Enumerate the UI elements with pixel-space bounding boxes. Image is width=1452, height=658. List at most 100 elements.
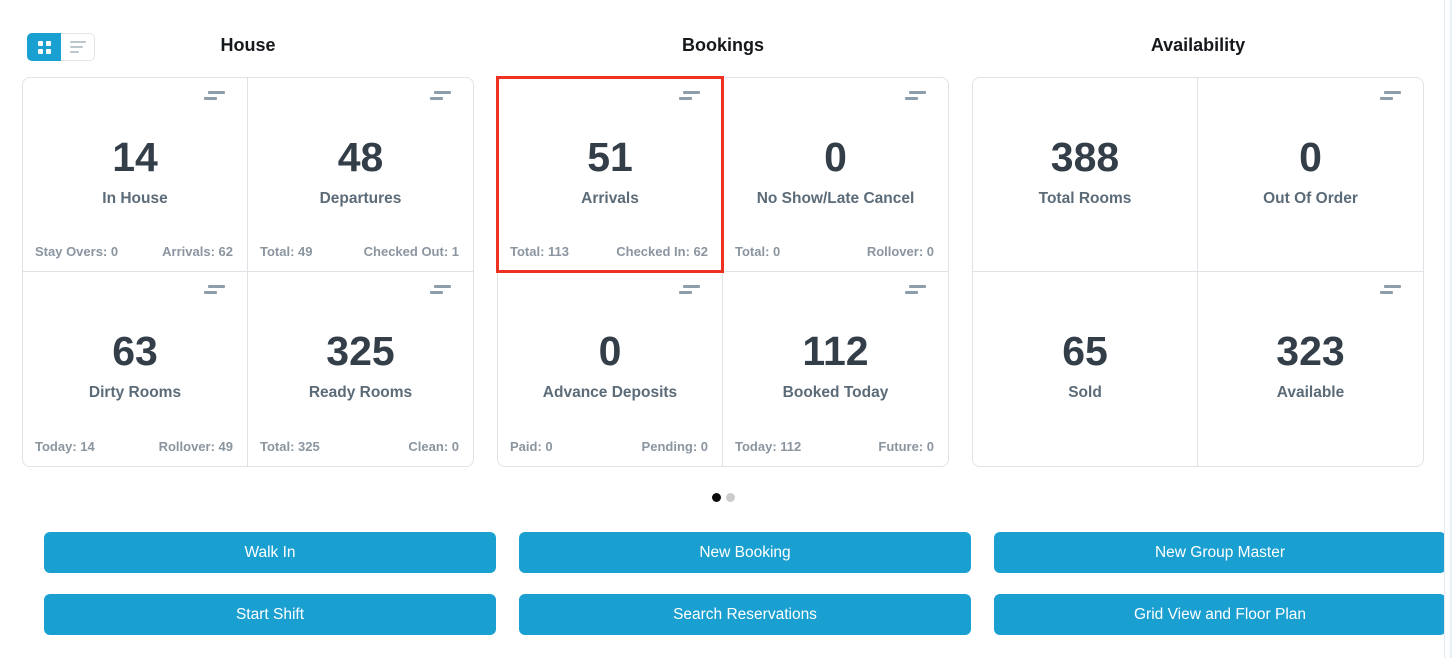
section-bookings: Bookings 51 Arrivals Total: 113 Checked In: … bbox=[496, 35, 949, 467]
card-label: Booked Today bbox=[782, 384, 889, 401]
stat-card-total-rooms[interactable]: 388 Total Rooms bbox=[973, 78, 1198, 272]
card-footer-left: Total: 325 bbox=[260, 439, 320, 454]
card-menu-icon[interactable] bbox=[679, 285, 700, 294]
grid-view-and-floor-plan-button[interactable]: Grid View and Floor Plan bbox=[994, 594, 1446, 635]
card-menu-icon[interactable] bbox=[204, 285, 225, 294]
dashboard-main: House 14 In House Stay Overs: 0 Arrivals: 62… bbox=[22, 35, 1446, 635]
card-menu-icon[interactable] bbox=[204, 91, 225, 100]
card-footer-right: Rollover: 0 bbox=[866, 244, 934, 259]
card-value: 0 bbox=[824, 134, 847, 180]
card-footer-right: Checked In: 62 bbox=[616, 244, 708, 259]
card-value: 51 bbox=[587, 134, 633, 180]
start-shift-button[interactable]: Start Shift bbox=[44, 594, 496, 635]
card-footer-right: Clean: 0 bbox=[408, 439, 459, 454]
card-footer-right: Future: 0 bbox=[878, 439, 934, 454]
action-column: New Group Master Grid View and Floor Plan bbox=[994, 532, 1446, 635]
card-footer-right: Checked Out: 1 bbox=[363, 244, 459, 259]
card-footer: Today: 14 Rollover: 49 bbox=[35, 439, 233, 454]
card-grid: 388 Total Rooms 0 Out Of Order 65 Sold 323 Avai… bbox=[972, 77, 1424, 467]
card-menu-icon[interactable] bbox=[905, 285, 926, 294]
card-footer: Today: 112 Future: 0 bbox=[735, 439, 934, 454]
stat-card-advance-deposits[interactable]: 0 Advance Deposits Paid: 0 Pending: 0 bbox=[498, 272, 723, 466]
card-grid: 14 In House Stay Overs: 0 Arrivals: 62 48 Dep… bbox=[22, 77, 474, 467]
scrollbar-track[interactable] bbox=[1444, 0, 1452, 658]
card-value: 65 bbox=[1062, 328, 1108, 374]
card-value: 0 bbox=[1299, 134, 1322, 180]
card-label: Available bbox=[1276, 384, 1345, 401]
section-title: Availability bbox=[1150, 35, 1246, 55]
action-column: Walk In Start Shift bbox=[44, 532, 496, 635]
stat-card-out-of-order[interactable]: 0 Out Of Order bbox=[1198, 78, 1423, 272]
card-value: 112 bbox=[802, 328, 869, 374]
card-menu-icon[interactable] bbox=[679, 91, 700, 100]
pagination-dot[interactable] bbox=[711, 493, 721, 502]
card-value: 0 bbox=[598, 328, 622, 374]
card-value: 323 bbox=[1276, 328, 1345, 374]
card-menu-icon[interactable] bbox=[430, 285, 451, 294]
card-value: 14 bbox=[112, 134, 158, 180]
stat-card-arrivals[interactable]: 51 Arrivals Total: 113 Checked In: 62 bbox=[496, 76, 724, 273]
card-footer-left: Total: 0 bbox=[735, 244, 781, 259]
card-label: Advance Deposits bbox=[542, 384, 678, 401]
action-buttons: Walk In Start Shift New Booking Search Rese… bbox=[22, 532, 1446, 635]
card-footer-left: Stay Overs: 0 bbox=[35, 244, 119, 259]
card-footer: Total: 113 Checked In: 62 bbox=[510, 244, 708, 259]
card-menu-icon[interactable] bbox=[1380, 91, 1401, 100]
stat-card-no-show-late-cancel[interactable]: 0 No Show/Late Cancel Total: 0 Rollover: 0 bbox=[723, 78, 948, 272]
search-reservations-button[interactable]: Search Reservations bbox=[519, 594, 971, 635]
card-footer: Paid: 0 Pending: 0 bbox=[510, 439, 708, 454]
card-footer-left: Total: 113 bbox=[510, 244, 570, 259]
card-footer-left: Today: 112 bbox=[735, 439, 802, 454]
card-menu-icon[interactable] bbox=[1380, 285, 1401, 294]
section-title: Bookings bbox=[681, 35, 764, 55]
action-column: New Booking Search Reservations bbox=[519, 532, 971, 635]
card-menu-icon[interactable] bbox=[430, 91, 451, 100]
stat-card-dirty-rooms[interactable]: 63 Dirty Rooms Today: 14 Rollover: 49 bbox=[23, 272, 248, 466]
list-icon bbox=[69, 41, 86, 53]
card-label: Out Of Order bbox=[1263, 190, 1358, 207]
card-footer: Total: 325 Clean: 0 bbox=[260, 439, 459, 454]
stat-card-sold[interactable]: 65 Sold bbox=[973, 272, 1198, 466]
new-booking-button[interactable]: New Booking bbox=[519, 532, 971, 573]
card-grid: 51 Arrivals Total: 113 Checked In: 62 0 No Sh… bbox=[496, 76, 949, 467]
card-label: No Show/Late Cancel bbox=[756, 190, 915, 207]
card-label: Ready Rooms bbox=[308, 384, 413, 401]
card-footer-right: Rollover: 49 bbox=[158, 439, 233, 454]
card-footer-right: Arrivals: 62 bbox=[162, 244, 233, 259]
grid-icon bbox=[37, 40, 51, 54]
section-house: House 14 In House Stay Overs: 0 Arrivals: 62… bbox=[22, 35, 474, 467]
card-value: 63 bbox=[112, 328, 158, 374]
view-toggle bbox=[27, 33, 95, 61]
section-title: House bbox=[220, 35, 276, 55]
card-footer-left: Today: 14 bbox=[35, 439, 95, 454]
walk-in-button[interactable]: Walk In bbox=[44, 532, 496, 573]
card-footer-left: Paid: 0 bbox=[510, 439, 553, 454]
card-value: 325 bbox=[326, 328, 395, 374]
stat-card-in-house[interactable]: 14 In House Stay Overs: 0 Arrivals: 62 bbox=[23, 78, 248, 272]
card-footer: Stay Overs: 0 Arrivals: 62 bbox=[35, 244, 233, 259]
stat-card-departures[interactable]: 48 Departures Total: 49 Checked Out: 1 bbox=[248, 78, 473, 272]
section-availability: Availability 388 Total Rooms 0 Out Of Order 6… bbox=[972, 35, 1424, 467]
card-footer: Total: 0 Rollover: 0 bbox=[735, 244, 934, 259]
new-group-master-button[interactable]: New Group Master bbox=[994, 532, 1446, 573]
card-value: 48 bbox=[337, 134, 384, 180]
card-footer-left: Total: 49 bbox=[260, 244, 313, 259]
carousel-pagination bbox=[22, 493, 1424, 502]
stat-card-ready-rooms[interactable]: 325 Ready Rooms Total: 325 Clean: 0 bbox=[248, 272, 473, 466]
stat-card-booked-today[interactable]: 112 Booked Today Today: 112 Future: 0 bbox=[723, 272, 948, 466]
grid-view-toggle[interactable] bbox=[27, 33, 61, 61]
card-label: In House bbox=[102, 190, 168, 207]
card-label: Total Rooms bbox=[1038, 190, 1132, 207]
card-label: Arrivals bbox=[581, 190, 639, 207]
card-value: 388 bbox=[1050, 134, 1120, 180]
card-footer: Total: 49 Checked Out: 1 bbox=[260, 244, 459, 259]
card-menu-icon[interactable] bbox=[905, 91, 926, 100]
card-footer-right: Pending: 0 bbox=[641, 439, 708, 454]
card-label: Departures bbox=[319, 190, 402, 207]
card-label: Dirty Rooms bbox=[88, 384, 182, 401]
list-view-toggle[interactable] bbox=[61, 33, 95, 61]
pagination-dot[interactable] bbox=[725, 493, 735, 502]
card-label: Sold bbox=[1068, 384, 1102, 401]
stat-card-available[interactable]: 323 Available bbox=[1198, 272, 1423, 466]
